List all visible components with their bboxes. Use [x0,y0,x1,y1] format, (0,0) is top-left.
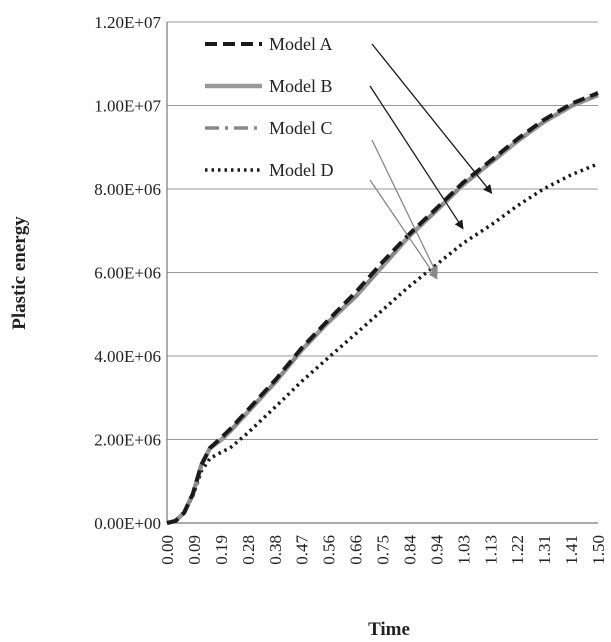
x-tick-label: 1.03 [454,535,473,565]
x-tick-label: 1.31 [535,535,554,565]
annotation-arrows [369,43,493,280]
x-tick-label: 1.41 [562,535,581,565]
x-tick-label: 0.00 [158,535,177,565]
x-tick-label: 0.28 [239,535,258,565]
legend-label-model-a: Model A [269,34,333,54]
annotation-arrow-model-a [371,43,493,194]
x-tick-label: 1.50 [589,535,608,565]
x-axis-title: Time [368,619,410,640]
x-tick-label: 0.19 [212,535,231,565]
x-tick-label: 0.56 [320,535,339,565]
series-line-model-a [166,91,599,525]
series-line-model-c [166,93,599,525]
legend-label-model-b: Model B [269,76,333,96]
y-tick-label: 8.00E+06 [94,180,161,199]
series-line-model-b [166,93,599,526]
y-tick-label: 0.00E+00 [94,514,161,533]
x-tick-label: 0.66 [347,535,366,565]
x-tick-label: 0.75 [374,535,393,565]
x-axis-ticks: 0.00 0.09 0.19 0.28 0.38 0.47 0.56 0.66 0.75 0.84… [158,535,608,565]
y-tick-label: 2.00E+06 [94,431,161,450]
legend: Model A Model B Model C Model D [205,34,334,180]
y-tick-label: 4.00E+06 [94,347,161,366]
x-tick-label: 1.13 [481,535,500,565]
x-tick-label: 0.09 [185,535,204,565]
x-tick-label: 0.38 [266,535,285,565]
y-axis-ticks: 0.00E+00 2.00E+06 4.00E+06 6.00E+06 8.00E+06… [94,13,161,533]
x-tick-label: 0.84 [400,535,419,565]
series-line-model-d [166,162,599,525]
y-tick-label: 6.00E+06 [94,264,161,283]
y-tick-label: 1.00E+07 [94,97,161,116]
x-tick-label: 1.22 [508,535,527,565]
series-lines [166,91,599,526]
y-tick-label: 1.20E+07 [94,13,161,32]
x-tick-label: 0.47 [293,535,312,565]
annotation-arrow-model-d [369,179,438,280]
y-axis-title: Plastic energy [9,216,30,330]
annotation-arrow-model-b [369,85,464,230]
legend-label-model-c: Model C [269,118,333,138]
axes [166,22,598,524]
legend-label-model-d: Model D [269,160,334,180]
annotation-arrow-model-c [371,139,438,276]
x-tick-label: 0.94 [427,535,446,565]
